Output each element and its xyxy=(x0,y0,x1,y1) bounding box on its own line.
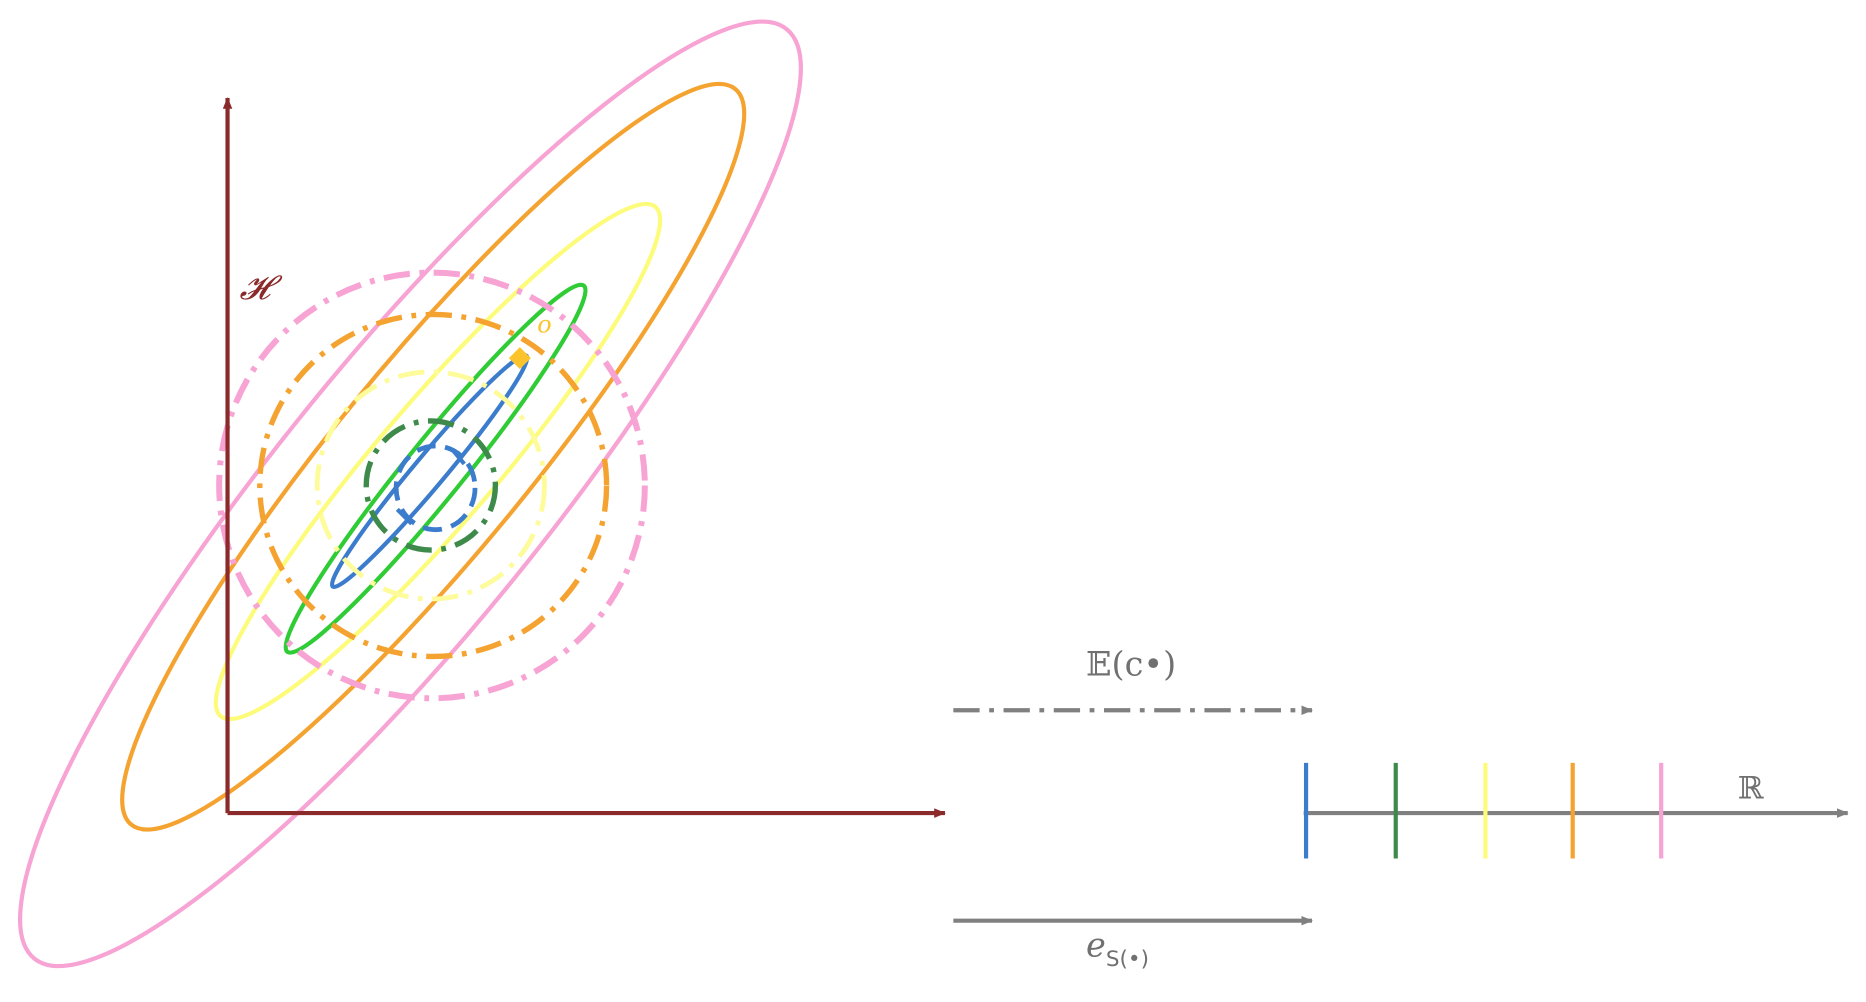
pink-circle xyxy=(216,269,648,702)
yellow-ellipse xyxy=(213,201,663,722)
orange-ellipse xyxy=(120,81,747,832)
embedding-subscript: S(•) xyxy=(1106,947,1149,972)
embedding-label: eS(•) xyxy=(1086,926,1149,973)
real-line-label: ℝ xyxy=(1738,771,1764,807)
axis-label: 𝓗 xyxy=(239,268,282,307)
pink-ellipse xyxy=(18,19,803,969)
point-label: o xyxy=(537,310,551,338)
real-line-ticks xyxy=(1303,762,1664,859)
yellow-circle xyxy=(314,369,547,602)
blue-circle xyxy=(393,443,478,533)
point-marker xyxy=(508,347,531,370)
circles xyxy=(216,269,648,702)
embedding-base: e xyxy=(1086,926,1106,965)
orange-circle xyxy=(257,311,610,660)
green-ellipse xyxy=(283,282,588,655)
darkgreen-circle xyxy=(363,418,499,553)
expectation-label: 𝔼(c•) xyxy=(1086,645,1176,684)
ellipses xyxy=(18,19,803,969)
crosses xyxy=(395,448,466,526)
